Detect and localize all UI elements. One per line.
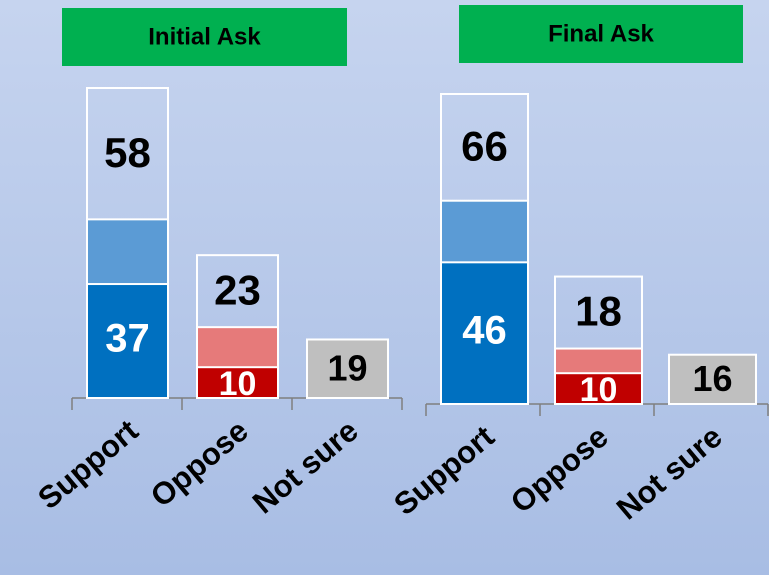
header-box	[62, 8, 347, 66]
bar-strong	[554, 372, 643, 406]
total-label: 58	[104, 129, 151, 176]
panel-title: Final Ask	[548, 20, 654, 47]
header-box	[459, 5, 743, 63]
total-label: 18	[575, 288, 622, 335]
bar-total	[306, 338, 389, 400]
strong-label: 46	[462, 309, 507, 353]
total-label: 16	[692, 358, 732, 399]
total-label: 66	[461, 122, 508, 169]
strong-label: 37	[105, 317, 150, 361]
bar-strong	[86, 283, 169, 400]
bar-total	[668, 353, 757, 405]
panel-title: Initial Ask	[148, 23, 261, 50]
strong-label: 10	[580, 371, 618, 409]
strong-label: 10	[219, 365, 257, 403]
total-label: 23	[214, 266, 261, 313]
bar-strong	[440, 261, 529, 405]
bar-strong	[196, 366, 279, 400]
total-label: 19	[327, 347, 367, 388]
